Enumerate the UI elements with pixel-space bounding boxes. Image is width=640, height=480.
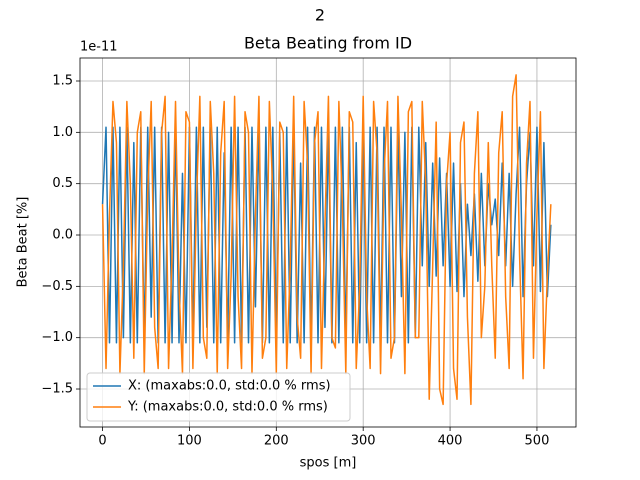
- x-tick-label: 0: [98, 434, 106, 449]
- suptitle: 2: [315, 6, 325, 25]
- legend-label: Y: (maxabs:0.0, std:0.0 % rms): [127, 400, 328, 415]
- y-offset-text: 1e-11: [80, 40, 118, 55]
- y-tick-label: 0.5: [52, 176, 73, 191]
- y-axis-label: Beta Beat [%]: [16, 197, 31, 288]
- x-tick-label: 500: [525, 434, 550, 449]
- x-axis-label: spos [m]: [300, 456, 357, 471]
- x-tick-label: 200: [264, 434, 289, 449]
- legend: X: (maxabs:0.0, std:0.0 % rms) Y: (maxabs…: [86, 372, 351, 422]
- legend-label: X: (maxabs:0.0, std:0.0 % rms): [128, 379, 331, 394]
- y-tick-label: 0.0: [52, 228, 73, 243]
- y-tick-label: 1.0: [52, 125, 73, 140]
- x-tick-label: 400: [438, 434, 463, 449]
- y-tick-label: 1.5: [52, 73, 73, 88]
- y-tick-label: −1.0: [41, 330, 73, 345]
- y-tick-label: −0.5: [41, 279, 73, 294]
- data-line: [101, 74, 552, 406]
- legend-box: [86, 372, 351, 422]
- chart-title: Beta Beating from ID: [244, 34, 412, 53]
- plot-frame: [79, 57, 577, 428]
- y-tick-label: −1.5: [41, 382, 73, 397]
- data-line: [101, 126, 552, 344]
- x-tick-label: 300: [351, 434, 376, 449]
- x-tick-label: 100: [177, 434, 202, 449]
